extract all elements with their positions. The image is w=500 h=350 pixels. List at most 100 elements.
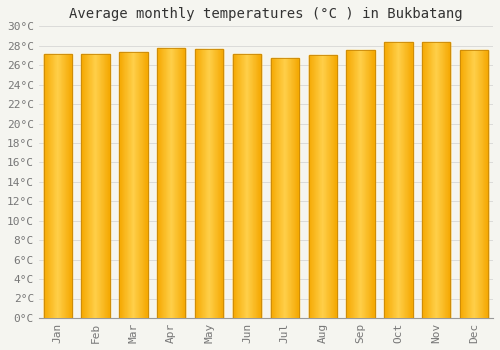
Bar	[315, 55, 316, 318]
Bar	[90, 54, 91, 318]
Bar	[484, 50, 485, 318]
Bar	[183, 48, 184, 318]
Bar	[429, 42, 430, 318]
Bar	[292, 58, 293, 318]
Bar	[444, 42, 445, 318]
Bar	[351, 50, 352, 318]
Bar	[432, 42, 433, 318]
Bar	[399, 42, 400, 318]
Bar	[207, 49, 208, 318]
Bar	[356, 50, 357, 318]
Bar	[394, 42, 395, 318]
Bar	[159, 48, 160, 318]
Bar	[474, 50, 476, 318]
Bar	[334, 55, 335, 318]
Bar	[197, 49, 198, 318]
Bar	[176, 48, 177, 318]
Bar	[443, 42, 444, 318]
Bar	[485, 50, 486, 318]
Bar	[208, 49, 209, 318]
Bar	[472, 50, 473, 318]
Bar	[233, 55, 234, 318]
Bar	[482, 50, 483, 318]
Bar	[468, 50, 469, 318]
Bar	[70, 54, 71, 318]
Bar	[256, 55, 257, 318]
Bar	[96, 54, 98, 318]
Bar	[391, 42, 392, 318]
Bar	[293, 58, 294, 318]
Bar	[182, 48, 183, 318]
Bar	[287, 58, 288, 318]
Bar	[99, 54, 100, 318]
Bar	[270, 58, 271, 318]
Bar	[333, 55, 334, 318]
Bar	[278, 58, 279, 318]
Bar	[405, 42, 406, 318]
Bar	[119, 51, 120, 318]
Bar	[330, 55, 331, 318]
Bar	[129, 51, 130, 318]
Bar	[286, 58, 287, 318]
Bar	[364, 50, 365, 318]
Bar	[384, 42, 412, 318]
Bar	[285, 58, 286, 318]
Bar	[374, 50, 375, 318]
Bar	[184, 48, 185, 318]
Bar	[57, 54, 58, 318]
Bar	[68, 54, 69, 318]
Bar	[144, 51, 145, 318]
Bar	[240, 55, 241, 318]
Bar	[212, 49, 213, 318]
Bar	[347, 50, 348, 318]
Bar	[435, 42, 436, 318]
Bar	[352, 50, 353, 318]
Bar	[122, 51, 123, 318]
Bar	[436, 42, 437, 318]
Bar	[355, 50, 356, 318]
Bar	[215, 49, 216, 318]
Bar	[368, 50, 369, 318]
Bar	[361, 50, 362, 318]
Bar	[366, 50, 367, 318]
Bar	[460, 50, 461, 318]
Bar	[64, 54, 65, 318]
Bar	[403, 42, 404, 318]
Bar	[50, 54, 51, 318]
Bar	[200, 49, 201, 318]
Bar	[282, 58, 283, 318]
Bar	[217, 49, 218, 318]
Bar	[158, 48, 159, 318]
Bar	[423, 42, 424, 318]
Bar	[328, 55, 329, 318]
Bar	[238, 55, 239, 318]
Bar	[259, 55, 260, 318]
Bar	[400, 42, 402, 318]
Bar	[392, 42, 394, 318]
Bar	[252, 55, 253, 318]
Bar	[216, 49, 217, 318]
Bar	[102, 54, 103, 318]
Bar	[142, 51, 143, 318]
Bar	[465, 50, 466, 318]
Bar	[58, 54, 59, 318]
Bar	[54, 54, 55, 318]
Bar	[464, 50, 465, 318]
Bar	[174, 48, 176, 318]
Bar	[389, 42, 390, 318]
Bar	[277, 58, 278, 318]
Bar	[82, 54, 83, 318]
Bar	[59, 54, 60, 318]
Bar	[121, 51, 122, 318]
Bar	[60, 54, 61, 318]
Bar	[272, 58, 273, 318]
Bar	[180, 48, 181, 318]
Bar	[244, 55, 246, 318]
Bar	[446, 42, 447, 318]
Bar	[44, 54, 72, 318]
Bar	[311, 55, 312, 318]
Bar	[483, 50, 484, 318]
Bar	[424, 42, 425, 318]
Bar	[138, 51, 139, 318]
Bar	[125, 51, 126, 318]
